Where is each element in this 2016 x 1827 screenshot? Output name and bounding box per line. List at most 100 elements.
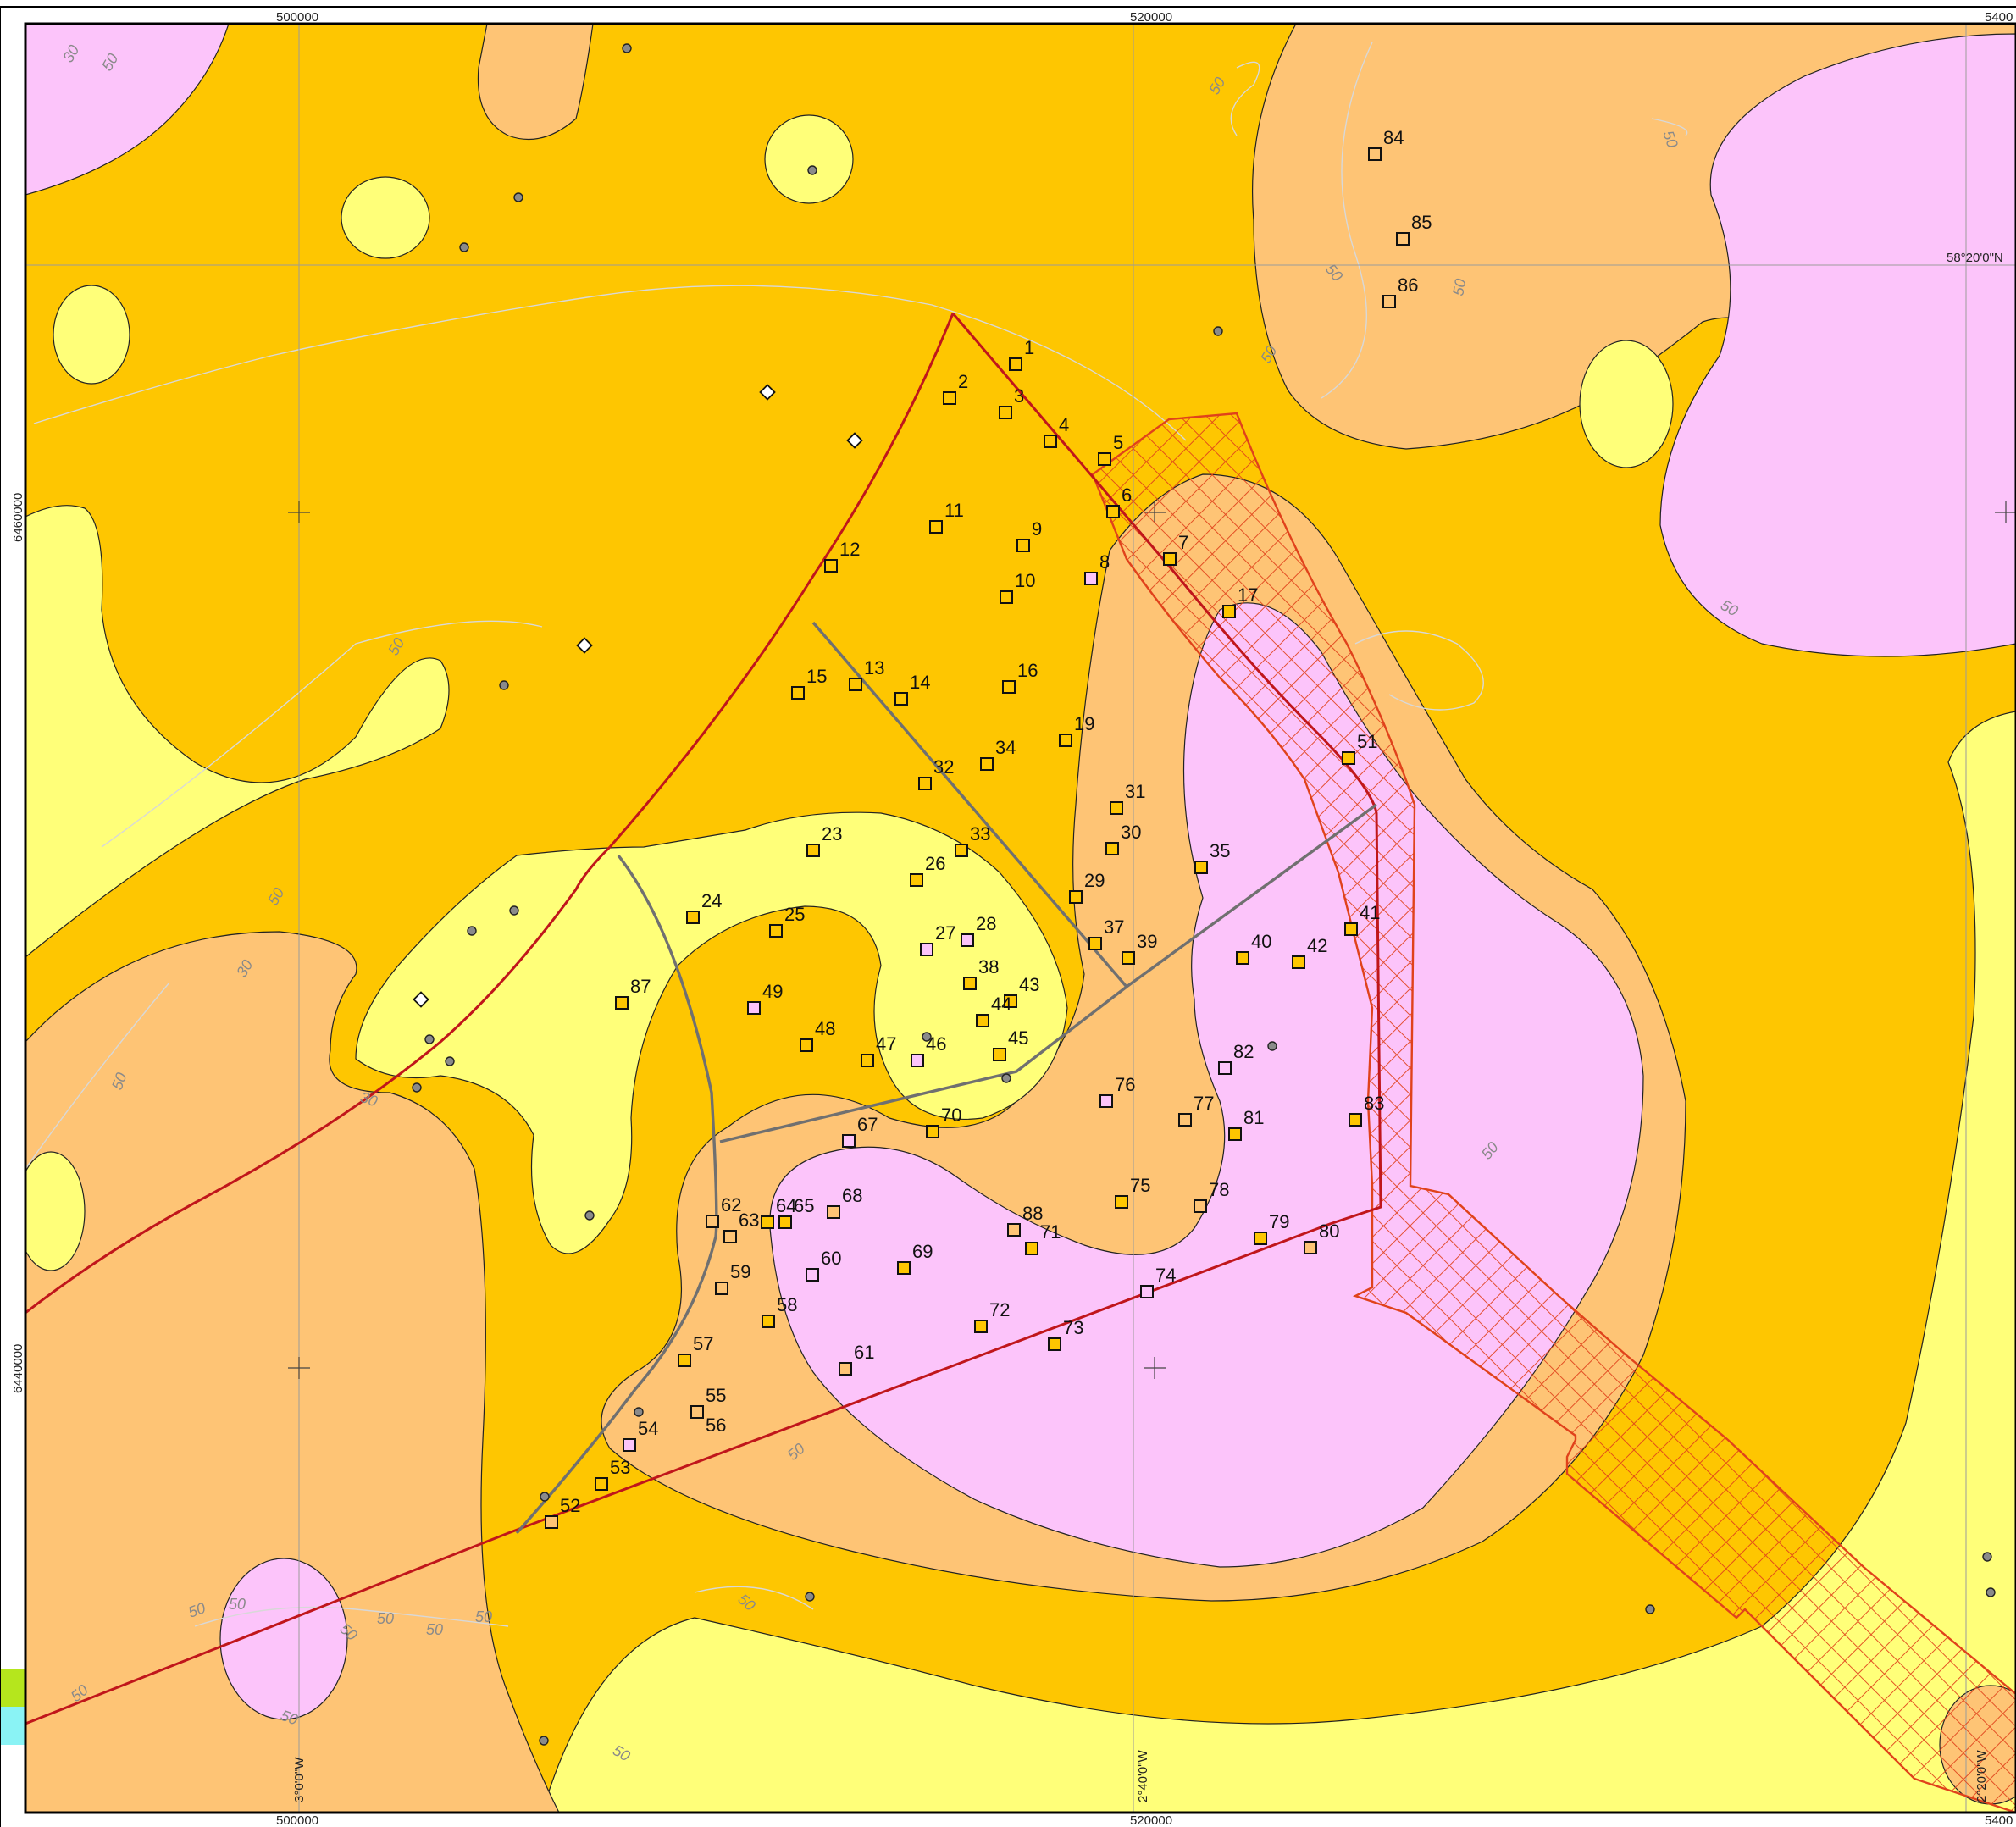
site-marker-83[interactable] xyxy=(1349,1113,1362,1127)
site-69[interactable]: 69 xyxy=(897,1241,933,1275)
site-marker-9[interactable] xyxy=(1016,539,1030,552)
site-marker-17[interactable] xyxy=(1222,605,1236,618)
site-40[interactable]: 40 xyxy=(1236,931,1271,965)
site-41[interactable]: 41 xyxy=(1344,902,1380,936)
site-45[interactable]: 45 xyxy=(993,1027,1028,1061)
site-59[interactable]: 59 xyxy=(715,1261,750,1295)
site-5[interactable]: 5 xyxy=(1098,432,1123,466)
site-marker-77[interactable] xyxy=(1178,1113,1192,1127)
site-marker-45[interactable] xyxy=(993,1048,1006,1061)
site-35[interactable]: 35 xyxy=(1194,840,1230,874)
site-marker-71[interactable] xyxy=(1025,1242,1038,1255)
site-81[interactable]: 81 xyxy=(1228,1107,1264,1141)
site-marker-19[interactable] xyxy=(1059,734,1072,747)
site-marker-53[interactable] xyxy=(595,1477,608,1491)
site-30[interactable]: 30 xyxy=(1105,822,1141,855)
site-marker-54[interactable] xyxy=(623,1438,636,1452)
site-23[interactable]: 23 xyxy=(806,823,842,857)
site-marker-73[interactable] xyxy=(1048,1337,1061,1351)
site-marker-62[interactable] xyxy=(706,1215,719,1228)
site-marker-33[interactable] xyxy=(955,844,968,857)
site-marker-56[interactable] xyxy=(690,1405,704,1419)
site-11[interactable]: 11 xyxy=(929,500,964,534)
site-76[interactable]: 76 xyxy=(1099,1074,1135,1108)
site-72[interactable]: 72 xyxy=(974,1299,1010,1333)
site-marker-47[interactable] xyxy=(861,1054,874,1067)
site-marker-44[interactable] xyxy=(976,1014,989,1027)
site-70[interactable]: 70 xyxy=(926,1105,961,1138)
site-marker-26[interactable] xyxy=(910,873,923,887)
site-8[interactable]: 8 xyxy=(1084,551,1110,585)
site-75[interactable]: 75 xyxy=(1115,1175,1150,1209)
site-74[interactable]: 74 xyxy=(1140,1265,1176,1298)
site-31[interactable]: 31 xyxy=(1110,781,1145,815)
site-marker-39[interactable] xyxy=(1122,951,1135,965)
site-73[interactable]: 73 xyxy=(1048,1317,1083,1351)
site-marker-8[interactable] xyxy=(1084,572,1098,585)
site-2[interactable]: 2 xyxy=(943,371,968,405)
site-54[interactable]: 54 xyxy=(623,1418,658,1452)
site-28[interactable]: 28 xyxy=(961,913,996,947)
site-34[interactable]: 34 xyxy=(980,737,1016,771)
site-marker-41[interactable] xyxy=(1344,922,1358,936)
site-marker-61[interactable] xyxy=(839,1362,852,1376)
site-marker-23[interactable] xyxy=(806,844,820,857)
site-marker-27[interactable] xyxy=(920,943,933,956)
site-68[interactable]: 68 xyxy=(827,1185,862,1219)
site-65[interactable]: 65 xyxy=(778,1195,814,1229)
site-17[interactable]: 17 xyxy=(1222,584,1258,618)
site-marker-51[interactable] xyxy=(1342,751,1355,765)
site-marker-12[interactable] xyxy=(824,559,838,573)
site-80[interactable]: 80 xyxy=(1304,1221,1339,1254)
site-marker-63[interactable] xyxy=(723,1230,737,1243)
site-marker-76[interactable] xyxy=(1099,1094,1113,1108)
site-52[interactable]: 52 xyxy=(545,1495,580,1529)
site-marker-87[interactable] xyxy=(615,996,629,1010)
site-marker-14[interactable] xyxy=(894,692,908,706)
site-marker-49[interactable] xyxy=(747,1001,761,1015)
site-marker-6[interactable] xyxy=(1106,505,1120,518)
site-marker-28[interactable] xyxy=(961,933,974,947)
site-85[interactable]: 85 xyxy=(1396,212,1432,246)
site-marker-58[interactable] xyxy=(762,1315,775,1328)
site-marker-64[interactable] xyxy=(761,1215,774,1229)
site-88[interactable]: 88 xyxy=(1007,1203,1043,1237)
site-33[interactable]: 33 xyxy=(955,823,990,857)
site-83[interactable]: 83 xyxy=(1349,1093,1384,1127)
site-62[interactable]: 62 xyxy=(706,1194,741,1228)
site-marker-60[interactable] xyxy=(806,1268,819,1282)
site-26[interactable]: 26 xyxy=(910,853,945,887)
site-marker-35[interactable] xyxy=(1194,861,1208,874)
site-37[interactable]: 37 xyxy=(1088,916,1124,950)
site-marker-31[interactable] xyxy=(1110,801,1123,815)
site-marker-52[interactable] xyxy=(545,1515,558,1529)
site-47[interactable]: 47 xyxy=(861,1033,896,1067)
site-marker-48[interactable] xyxy=(800,1038,813,1052)
site-marker-67[interactable] xyxy=(842,1134,856,1148)
site-60[interactable]: 60 xyxy=(806,1248,841,1282)
site-marker-86[interactable] xyxy=(1382,295,1396,308)
site-4[interactable]: 4 xyxy=(1044,414,1069,448)
site-marker-81[interactable] xyxy=(1228,1127,1242,1141)
site-10[interactable]: 10 xyxy=(1000,570,1035,604)
site-38[interactable]: 38 xyxy=(963,956,999,990)
site-27[interactable]: 27 xyxy=(920,922,955,956)
site-marker-32[interactable] xyxy=(918,777,932,790)
site-marker-29[interactable] xyxy=(1069,890,1083,904)
site-marker-43[interactable] xyxy=(1004,994,1017,1008)
site-86[interactable]: 86 xyxy=(1382,274,1418,308)
site-marker-46[interactable] xyxy=(911,1054,924,1067)
site-12[interactable]: 12 xyxy=(824,539,860,573)
site-marker-57[interactable] xyxy=(678,1354,691,1367)
site-84[interactable]: 84 xyxy=(1368,127,1404,161)
site-82[interactable]: 82 xyxy=(1218,1041,1254,1075)
site-46[interactable]: 46 xyxy=(911,1033,946,1067)
site-marker-1[interactable] xyxy=(1009,357,1022,371)
site-15[interactable]: 15 xyxy=(791,666,827,700)
site-marker-4[interactable] xyxy=(1044,435,1057,448)
site-42[interactable]: 42 xyxy=(1292,935,1327,969)
site-marker-69[interactable] xyxy=(897,1261,911,1275)
site-43[interactable]: 43 xyxy=(1004,974,1039,1008)
site-marker-85[interactable] xyxy=(1396,232,1410,246)
